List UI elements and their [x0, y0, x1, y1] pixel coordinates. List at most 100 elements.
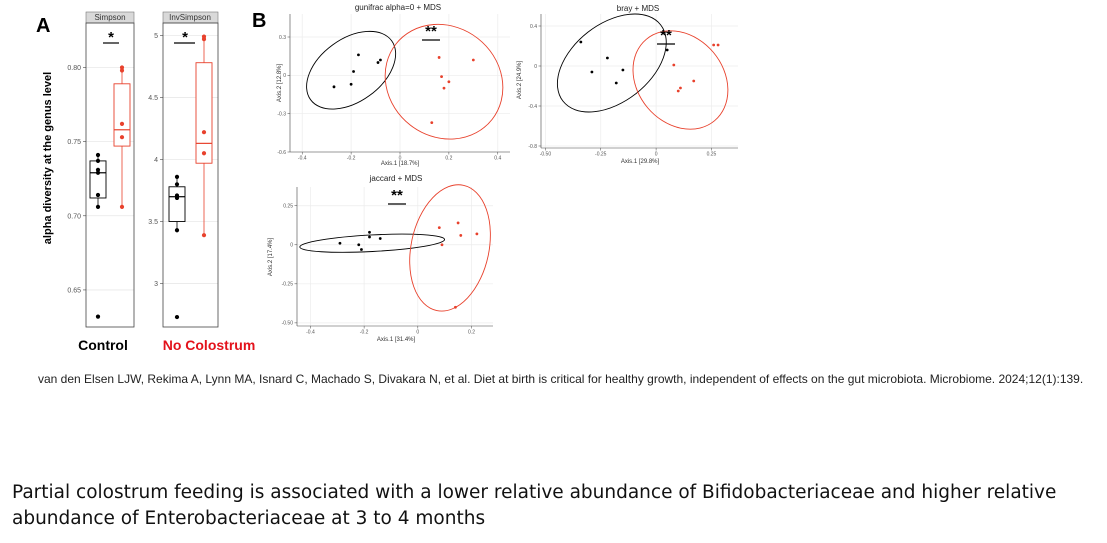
gunifrac-no-colostrum-point	[437, 56, 441, 59]
bray-control-point	[590, 70, 594, 74]
group-label-control: Control	[78, 337, 128, 353]
citation: van den Elsen LJW, Rekima A, Lynn MA, Is…	[38, 372, 1084, 386]
jaccard-x-tick-label: -0.2	[360, 330, 369, 336]
bray-y-tick-label: -0.8	[528, 144, 537, 150]
simpson-no-colostrum-point	[119, 135, 125, 140]
gunifrac-control-point	[349, 82, 353, 86]
bray-x-axis-label: Axis.1 [29.8%]	[621, 159, 660, 165]
invsimpson-no-colostrum-point	[201, 233, 207, 238]
gunifrac-no-colostrum-point	[440, 75, 443, 79]
gunifrac-y-tick-label: 0	[283, 73, 286, 79]
jaccard-control-point	[368, 235, 371, 239]
gunifrac-grid	[290, 14, 510, 153]
simpson-facet: Simpson 0.65 0.70 0.75 0.80 *	[67, 11, 135, 328]
jaccard-no-colostrum-point	[437, 226, 441, 230]
jaccard-no-colostrum-point	[459, 234, 463, 237]
simpson-control-point	[95, 170, 101, 175]
simpson-strip-label: Simpson	[94, 13, 125, 22]
jaccard-marks	[299, 184, 491, 312]
jaccard-x-tick-label: 0.2	[468, 330, 475, 336]
jaccard-significance-stars: **	[391, 187, 403, 204]
gunifrac-no-colostrum-point	[430, 121, 434, 125]
invsimpson-no-colostrum-point	[201, 151, 207, 156]
gunifrac-no-colostrum-ellipse	[384, 23, 504, 140]
gunifrac-y-tick-label: 0.3	[279, 35, 286, 41]
bray-no-colostrum-point	[676, 89, 680, 93]
bray-no-colostrum-point	[712, 43, 716, 47]
invsimpson-no-colostrum-point	[201, 130, 207, 135]
jaccard-y-tick-label: -0.50	[282, 321, 294, 327]
gunifrac-control-point	[379, 58, 382, 62]
invsimpson-control-point	[174, 314, 180, 320]
jaccard-title: jaccard + MDS	[369, 174, 423, 183]
bray-ticks: -0.50 -0.25 0 0.25 -0.8 -0.4 0 0.4	[528, 24, 716, 158]
jaccard-x-axis-label: Axis.1 [31.4%]	[377, 337, 416, 343]
invsimpson-y-tick-label: 4	[154, 157, 158, 164]
gunifrac-x-tick-label: 0.2	[445, 156, 452, 162]
panel-b-letter: B	[252, 10, 266, 32]
simpson-control-point	[95, 314, 101, 319]
jaccard-no-colostrum-point	[475, 232, 479, 236]
gunifrac-marks	[306, 23, 504, 140]
bray-y-tick-label: 0	[534, 64, 537, 70]
simpson-control-point	[95, 204, 101, 209]
gunifrac-significance-stars: **	[425, 23, 437, 40]
simpson-y-tick-label: 0.75	[67, 139, 81, 146]
panel-a-letter: A	[36, 15, 50, 37]
simpson-no-colostrum-point	[119, 68, 125, 73]
invsimpson-control-point	[174, 174, 180, 179]
jaccard-no-colostrum-ellipse	[409, 184, 491, 312]
invsimpson-y-tick-label: 5	[154, 33, 158, 40]
invsimpson-y-tick-label: 4.5	[148, 95, 158, 102]
bray-mds-plot: bray + MDS -0.50 -0.25 0 0.25 -0.8 -0.4 0 0.4 *…	[517, 4, 738, 165]
jaccard-mds-plot: jaccard + MDS -0.4 -0.2 0 0.2 -0.50 -0.25 0 0.2…	[268, 174, 493, 343]
bray-control-ellipse	[556, 13, 667, 113]
gunifrac-control-point	[332, 85, 336, 89]
simpson-no-colostrum-point	[119, 204, 125, 209]
invsimpson-control-point	[174, 228, 180, 233]
figure-canvas: A B alpha diversity at the genus level S…	[36, 3, 738, 353]
gunifrac-x-tick-label: 0	[399, 156, 402, 162]
bray-control-point	[579, 40, 583, 44]
bray-no-colostrum-point	[692, 79, 696, 83]
invsimpson-control-point	[174, 195, 180, 201]
invsimpson-no-colostrum-point	[201, 37, 207, 42]
jaccard-control-point	[368, 230, 371, 234]
bray-y-tick-label: -0.4	[528, 104, 537, 110]
simpson-control-point	[95, 192, 101, 198]
simpson-control-point	[95, 158, 101, 164]
simpson-control-point	[95, 152, 101, 158]
invsimpson-facet: InvSimpson 3 3.5 4 4.5 5 *	[148, 11, 219, 328]
invsimpson-significance-star: *	[182, 29, 188, 46]
gunifrac-no-colostrum-point	[447, 80, 451, 84]
bray-control-point	[665, 48, 669, 52]
bray-no-colostrum-point	[672, 63, 676, 67]
simpson-y-ticks: 0.65 0.70 0.75 0.80	[67, 65, 86, 294]
simpson-no-colostrum-point	[119, 65, 125, 70]
gunifrac-title: gunifrac alpha=0 + MDS	[355, 3, 441, 12]
jaccard-x-tick-label: -0.4	[306, 330, 315, 336]
bray-x-tick-label: 0	[655, 152, 658, 158]
bray-marks	[556, 13, 729, 130]
invsimpson-plot-frame	[162, 22, 219, 328]
panel-a-y-axis-label: alpha diversity at the genus level	[42, 72, 54, 244]
invsimpson-no-colostrum-box	[195, 62, 213, 164]
bray-y-axis-label: Axis.2 [24.9%]	[517, 60, 523, 99]
invsimpson-control-box	[168, 186, 186, 222]
bray-control-point	[606, 56, 609, 60]
bray-no-colostrum-point	[716, 43, 720, 47]
gunifrac-x-tick-label: 0.4	[494, 156, 501, 162]
gunifrac-y-tick-label: -0.6	[277, 150, 286, 156]
jaccard-no-colostrum-point	[456, 221, 460, 225]
jaccard-control-point	[357, 243, 361, 247]
bray-title: bray + MDS	[617, 4, 659, 13]
gunifrac-control-ellipse	[306, 30, 397, 110]
gunifrac-mds-plot: gunifrac alpha=0 + MDS -0.4 -0.2 0 0.2 0.4-0…	[277, 3, 510, 167]
bray-control-point	[614, 81, 618, 85]
jaccard-no-colostrum-point	[440, 243, 444, 247]
jaccard-control-point	[378, 237, 382, 240]
simpson-marks	[89, 65, 131, 319]
simpson-no-colostrum-point	[119, 121, 125, 126]
bray-control-point	[621, 68, 625, 72]
jaccard-control-point	[338, 241, 342, 245]
